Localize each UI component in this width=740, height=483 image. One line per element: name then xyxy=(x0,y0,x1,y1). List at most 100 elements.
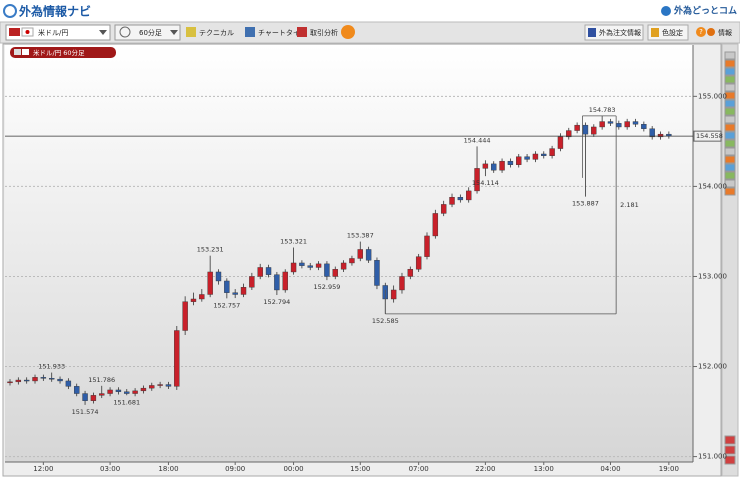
side-icon[interactable] xyxy=(724,445,736,455)
dropdown-arrow[interactable] xyxy=(99,30,107,35)
toolbar-button-icon[interactable] xyxy=(651,28,659,37)
y-tick-label: 155.000 xyxy=(698,92,727,100)
x-tick-label: 15:00 xyxy=(350,465,370,473)
candle-body xyxy=(541,153,547,156)
high-label: 151.786 xyxy=(88,376,115,384)
candle-body xyxy=(57,378,63,382)
side-icon[interactable] xyxy=(724,163,736,172)
candle-body xyxy=(574,124,580,131)
candle-body xyxy=(115,389,122,392)
candle-body xyxy=(74,386,80,394)
candle-body xyxy=(40,377,47,379)
high-label: 154.444 xyxy=(464,136,491,144)
x-tick-label: 22:00 xyxy=(475,465,495,473)
side-icon[interactable] xyxy=(724,83,736,92)
x-tick-label: 07:00 xyxy=(409,465,429,473)
candle-body xyxy=(657,133,664,138)
x-tick-label: 12:00 xyxy=(33,465,53,473)
candle-body xyxy=(249,276,255,288)
info[interactable]: 情報 xyxy=(718,28,732,37)
toolbar-button-icon[interactable] xyxy=(245,27,255,37)
toolbar-button[interactable]: 取引分析 xyxy=(310,28,338,37)
clock-icon xyxy=(119,26,131,38)
candle-body xyxy=(199,294,205,300)
side-icon[interactable] xyxy=(724,435,736,445)
side-icon[interactable] xyxy=(724,155,736,164)
candle-body xyxy=(299,262,305,266)
low-label: 151.574 xyxy=(72,408,99,416)
candle-body xyxy=(157,384,163,386)
side-icon[interactable] xyxy=(724,147,736,156)
candle-body xyxy=(457,197,464,201)
share-button[interactable] xyxy=(341,25,355,39)
candle-body xyxy=(616,123,622,128)
candle-body xyxy=(524,156,530,160)
toolbar-button[interactable]: 外為注文情報 xyxy=(599,28,641,37)
candle-body xyxy=(357,249,363,259)
toolbar-button-icon[interactable] xyxy=(186,27,196,37)
brand: 外為どっとコム xyxy=(673,5,737,17)
side-icon[interactable] xyxy=(724,171,736,180)
candle-body xyxy=(15,379,22,383)
candle-body xyxy=(332,269,338,277)
legend-flag xyxy=(14,49,21,55)
side-icon[interactable] xyxy=(724,123,736,132)
side-icon[interactable] xyxy=(724,67,736,76)
toolbar-button-bg[interactable] xyxy=(584,24,644,41)
low-label: 151.681 xyxy=(113,398,140,406)
side-icon[interactable] xyxy=(724,51,736,60)
brand-icon xyxy=(661,6,671,16)
dropdown-arrow[interactable] xyxy=(170,30,178,35)
candle-body xyxy=(507,160,514,165)
info-icon[interactable] xyxy=(707,28,715,36)
side-icon[interactable] xyxy=(724,455,736,465)
candle-body xyxy=(182,301,188,331)
candle-body xyxy=(482,163,489,169)
side-icon[interactable] xyxy=(724,99,736,108)
side-icon[interactable] xyxy=(724,179,736,188)
candle-body xyxy=(165,384,172,387)
help-icon[interactable] xyxy=(696,27,706,37)
timeframe[interactable]: 60分足 xyxy=(139,28,162,37)
candle-body xyxy=(591,126,597,135)
candle-body xyxy=(599,121,605,128)
candle-body xyxy=(532,153,539,160)
candle-body xyxy=(149,385,155,389)
side-icon[interactable] xyxy=(724,139,736,148)
side-icon[interactable] xyxy=(724,91,736,100)
candle-body xyxy=(232,292,238,295)
side-icon[interactable] xyxy=(724,115,736,124)
help[interactable]: ? xyxy=(699,28,703,36)
candle-body xyxy=(124,391,130,394)
pair[interactable]: 米ドル/円 xyxy=(38,28,68,37)
candle-body xyxy=(190,298,197,302)
side-icon[interactable] xyxy=(724,131,736,140)
x-tick-label: 04:00 xyxy=(600,465,620,473)
candle-body xyxy=(99,393,105,396)
toolbar-button-icon[interactable] xyxy=(297,27,307,37)
y-tick-label: 152.000 xyxy=(698,363,727,371)
candle-body xyxy=(649,128,655,138)
toolbar xyxy=(0,21,740,44)
toolbar-button[interactable]: チャートタイプ xyxy=(258,28,307,37)
low-label: 152.959 xyxy=(313,283,340,291)
candle-body xyxy=(274,274,280,291)
side-icon[interactable] xyxy=(724,75,736,84)
toolbar-button[interactable]: 色設定 xyxy=(662,28,683,37)
candle-body xyxy=(7,381,13,384)
candle-body xyxy=(324,263,330,277)
candle-body xyxy=(315,263,322,268)
candle-body xyxy=(499,160,505,171)
last-price-label: 154.558 xyxy=(696,132,723,140)
side-icon[interactable] xyxy=(724,187,736,196)
candle-body xyxy=(407,269,414,277)
toolbar-button-icon[interactable] xyxy=(588,28,596,37)
candle-body xyxy=(491,163,497,171)
toolbar-button[interactable]: テクニカル xyxy=(199,29,234,37)
timeframe-select[interactable] xyxy=(114,24,181,41)
y-tick-label: 153.000 xyxy=(698,272,727,280)
side-icon[interactable] xyxy=(724,59,736,68)
candle-body xyxy=(282,271,288,291)
side-icon[interactable] xyxy=(724,107,736,116)
candle-body xyxy=(90,395,97,401)
